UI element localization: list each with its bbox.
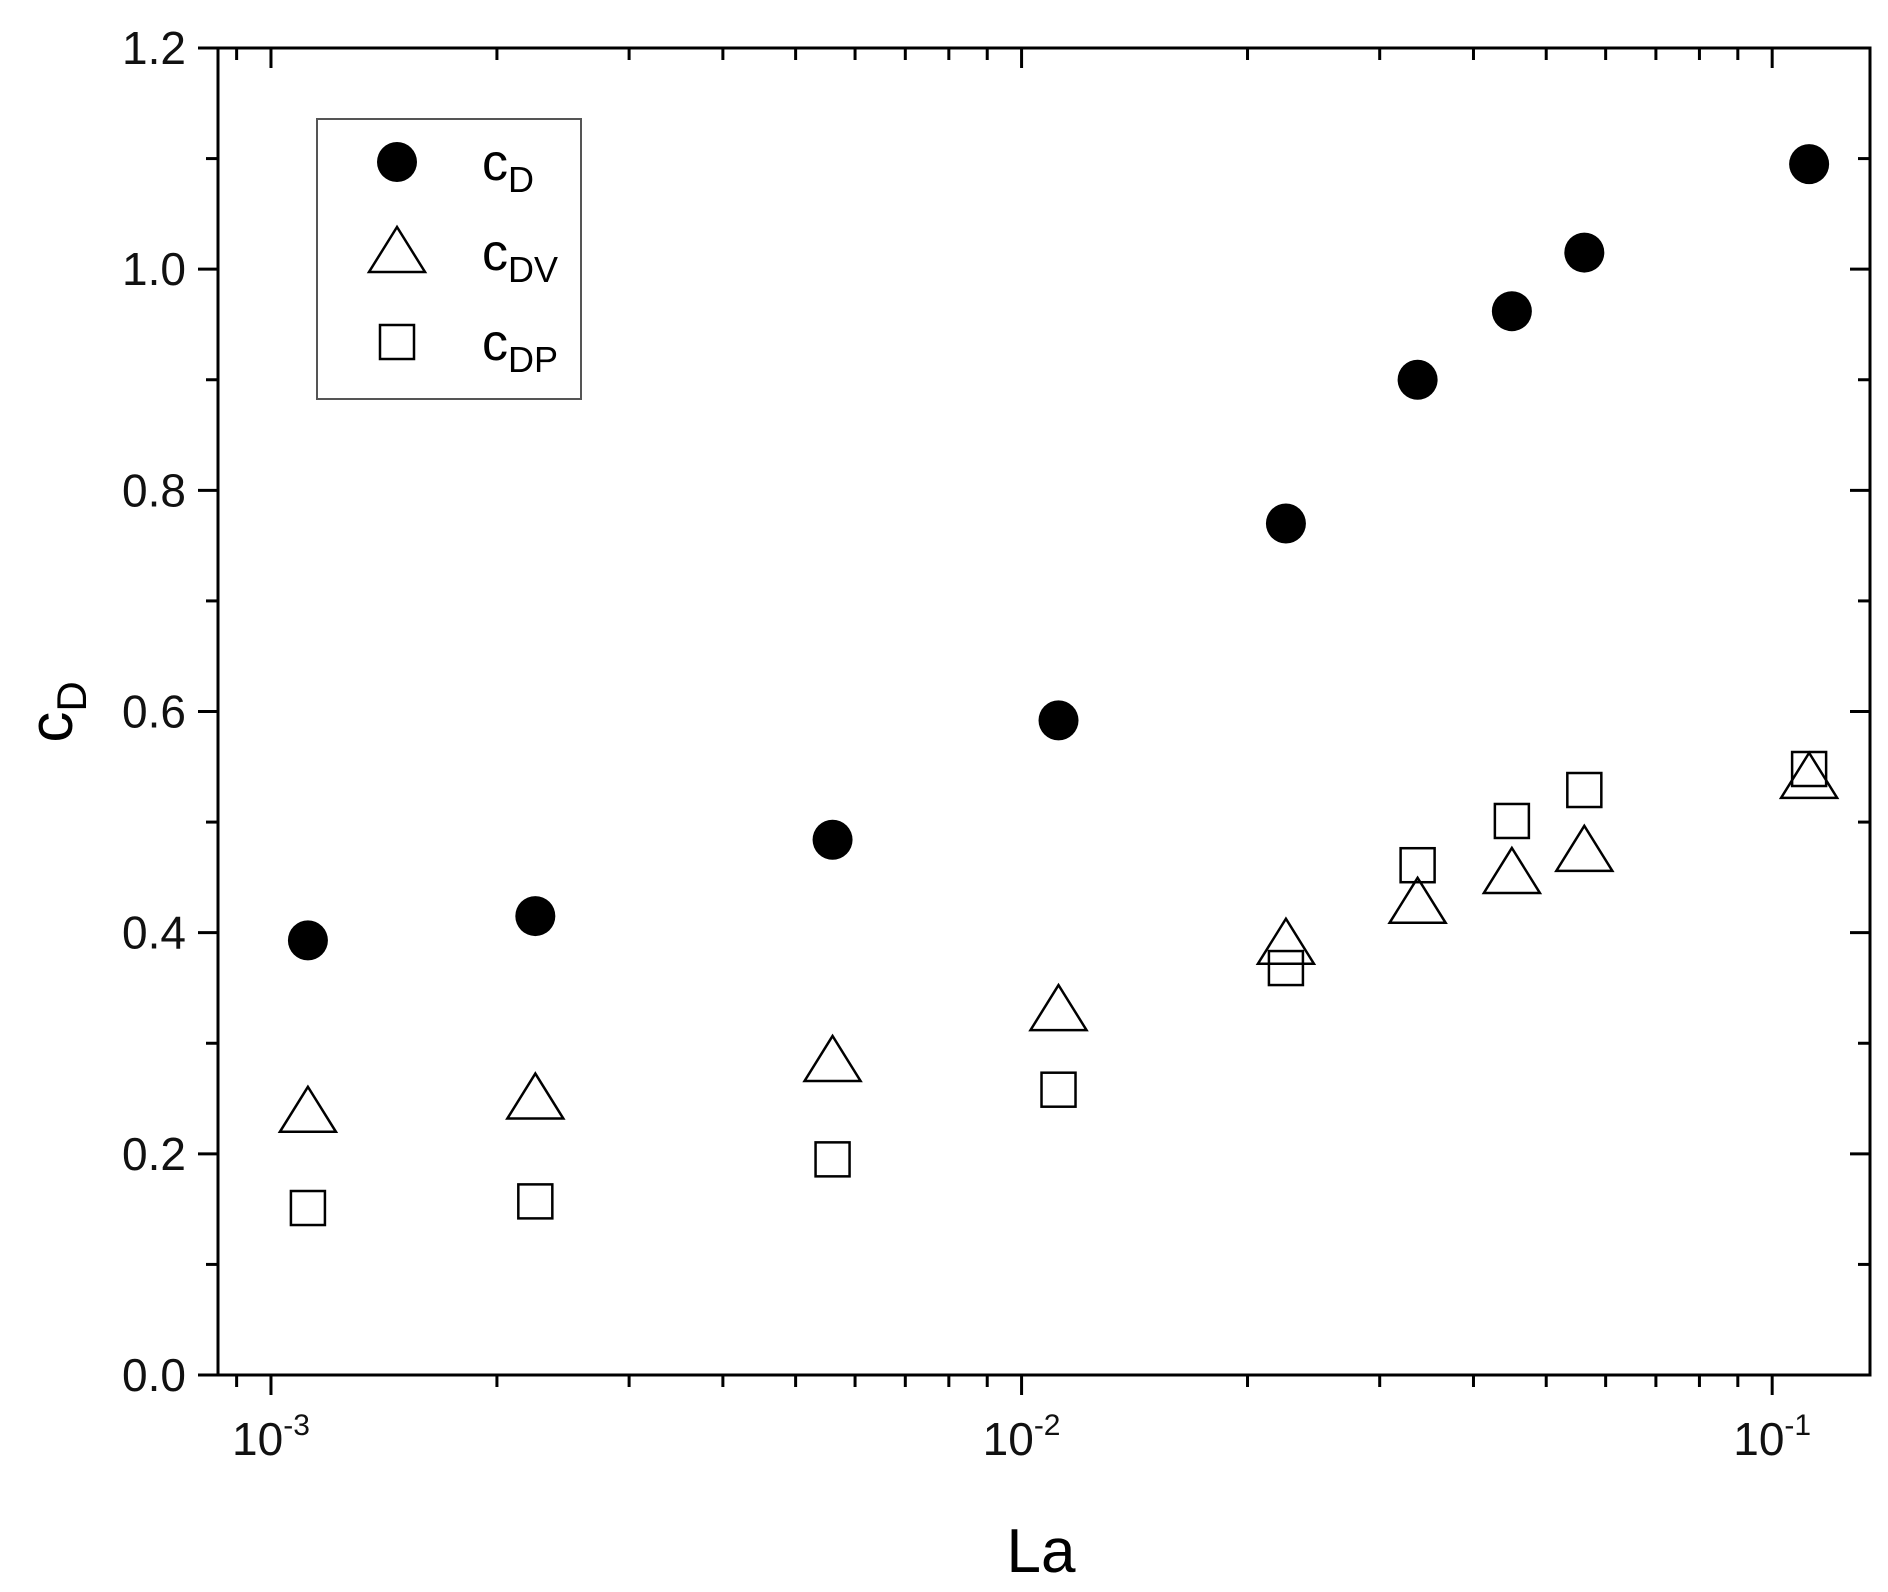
y-tick-label: 0.0 <box>122 1349 186 1401</box>
x-tick-label: 10-3 <box>232 1409 310 1465</box>
legend-marker <box>366 224 428 274</box>
cd-point <box>515 896 556 937</box>
cdp-point <box>1040 1071 1077 1108</box>
cdp-point <box>289 1189 327 1227</box>
cdp-point <box>517 1183 554 1220</box>
legend-label-main: c <box>482 224 508 282</box>
y-axis-title: cD <box>17 681 95 742</box>
x-tick-label: 10-2 <box>983 1409 1061 1465</box>
legend-label: cD <box>482 134 534 200</box>
x-tick-label-base: 10 <box>232 1413 283 1465</box>
y-tick-label: 1.2 <box>122 22 186 74</box>
cdv-point <box>505 1071 566 1120</box>
cdv-point <box>1255 916 1317 965</box>
legend-label-sub: DP <box>508 339 558 380</box>
cdp-point <box>1267 949 1305 987</box>
legend-label: cDP <box>482 314 558 380</box>
cd-point <box>1491 291 1532 332</box>
legend-marker <box>378 323 416 361</box>
x-tick-label-exponent: -3 <box>283 1409 310 1442</box>
x-tick-label-base: 10 <box>1733 1413 1784 1465</box>
legend-label-sub: DV <box>508 249 558 290</box>
legend-marker <box>377 142 417 182</box>
cd-point <box>1038 700 1079 741</box>
legend-label: cDV <box>482 224 558 290</box>
y-tick-label: 0.6 <box>122 686 186 738</box>
y-tick-label: 0.2 <box>122 1128 186 1180</box>
cd-point <box>1265 503 1306 544</box>
cd-point <box>1397 359 1438 400</box>
x-axis-title: La <box>1007 1517 1076 1586</box>
cdp-point <box>814 1141 851 1178</box>
cdv-point <box>1481 845 1543 895</box>
cdp-point <box>1790 750 1828 788</box>
y-tick-label: 0.8 <box>122 464 186 516</box>
cdp-point <box>1566 771 1603 809</box>
cdv-point <box>1554 823 1615 873</box>
cd-point <box>812 819 853 860</box>
cd-point <box>1789 144 1830 185</box>
cd-point <box>1564 232 1605 273</box>
x-tick-label: 10-1 <box>1733 1409 1811 1465</box>
legend-label-sub: D <box>508 159 534 200</box>
y-axis-title-main: c <box>17 712 86 743</box>
x-tick-label-exponent: -1 <box>1784 1409 1811 1442</box>
y-axis-title-sub: D <box>48 681 95 711</box>
cdv-point <box>1028 982 1089 1032</box>
axis-ticks: 0.00.20.40.60.81.01.210-3 10-2 10-1 <box>122 22 1870 1465</box>
cdv-point <box>802 1033 863 1083</box>
data-marks <box>277 144 1840 1227</box>
cd-point <box>287 920 328 961</box>
y-tick-label: 0.4 <box>122 907 186 959</box>
cdv-point <box>1778 750 1840 800</box>
legend-label-main: c <box>482 314 508 372</box>
legend-label-main: c <box>482 134 508 192</box>
svg-text:cD: cD <box>17 681 95 742</box>
cdv-point <box>277 1084 339 1134</box>
cdp-point <box>1399 846 1436 884</box>
cdv-point <box>1387 875 1448 925</box>
legend-box <box>316 118 582 400</box>
y-tick-label: 1.0 <box>122 243 186 295</box>
x-tick-label-exponent: -2 <box>1034 1409 1061 1442</box>
cdp-point <box>1493 802 1531 840</box>
x-tick-label-base: 10 <box>983 1413 1034 1465</box>
